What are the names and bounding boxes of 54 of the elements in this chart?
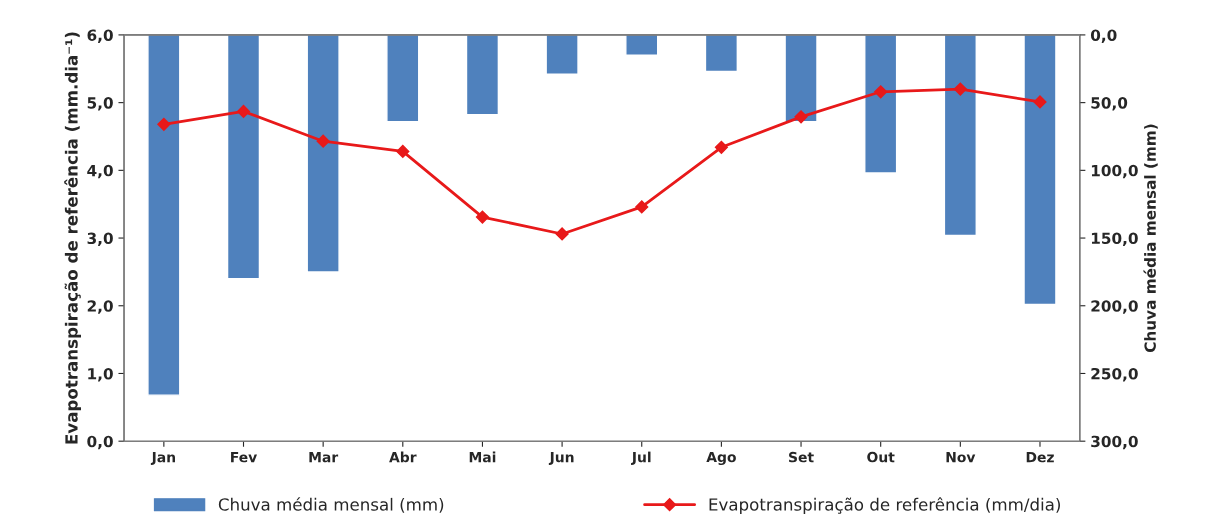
bar xyxy=(864,34,898,174)
x-tick-label: Dez xyxy=(1026,452,1054,463)
legend-label: Chuva média mensal (mm) xyxy=(218,497,444,513)
x-tick-label: Mai xyxy=(469,451,496,463)
y2-axis-title: Chuva média mensal (mm) xyxy=(1143,124,1158,353)
bar xyxy=(147,34,181,396)
y2-tick-label: 50,0 xyxy=(1091,97,1128,111)
x-tick-label: Jul xyxy=(631,451,651,465)
y2-tick-label: 100,0 xyxy=(1091,164,1138,179)
y-tick-label: 2,0 xyxy=(87,300,113,314)
bar xyxy=(465,34,500,116)
y-axis-title: Evapotranspiração de referência (mm.dia⁻¹) xyxy=(64,32,81,444)
bar xyxy=(386,34,420,123)
y2-tick-label: 300,0 xyxy=(1091,435,1138,450)
x-tick-label: Abr xyxy=(389,451,417,463)
y-tick-label: 6,0 xyxy=(87,29,113,43)
y2-tick-label: 150,0 xyxy=(1091,232,1138,247)
bar xyxy=(226,34,261,280)
bar xyxy=(306,34,340,273)
x-tick-label: Mar xyxy=(309,452,339,463)
y-tick-label: 0,0 xyxy=(87,435,113,450)
x-tick-label: Jan xyxy=(150,452,175,465)
y2-tick-label: 250,0 xyxy=(1091,367,1138,382)
point xyxy=(157,117,171,131)
x-tick-label: Nov xyxy=(946,452,976,463)
point xyxy=(714,140,728,154)
bar xyxy=(625,34,659,56)
point xyxy=(1033,95,1047,109)
bar xyxy=(545,34,579,75)
bar xyxy=(784,34,818,123)
y2-tick-label: 200,0 xyxy=(1091,300,1138,314)
x-tick-label: Ago xyxy=(706,451,736,466)
y2-tick-label: 0,0 xyxy=(1090,29,1117,43)
point xyxy=(635,200,649,214)
x-tick-label: Set xyxy=(789,451,814,463)
point xyxy=(396,144,410,158)
y-tick-label: 3,0 xyxy=(87,232,113,247)
bar xyxy=(943,34,977,237)
x-tick-label: Jun xyxy=(548,452,574,465)
legend-label: Evapotranspiração de referência (mm/dia) xyxy=(709,497,1060,514)
bar xyxy=(1023,34,1057,306)
point xyxy=(953,82,967,96)
point xyxy=(316,134,330,148)
x-tick-label: Fev xyxy=(231,452,257,463)
point xyxy=(236,104,251,119)
point xyxy=(555,227,569,241)
point xyxy=(475,210,490,224)
y-tick-label: 1,0 xyxy=(88,367,113,382)
bar xyxy=(704,34,739,73)
y-tick-label: 5,0 xyxy=(87,97,113,111)
x-tick-label: Out xyxy=(867,451,895,463)
y-tick-label: 4,0 xyxy=(87,164,113,179)
point xyxy=(874,85,888,99)
point xyxy=(794,110,808,124)
